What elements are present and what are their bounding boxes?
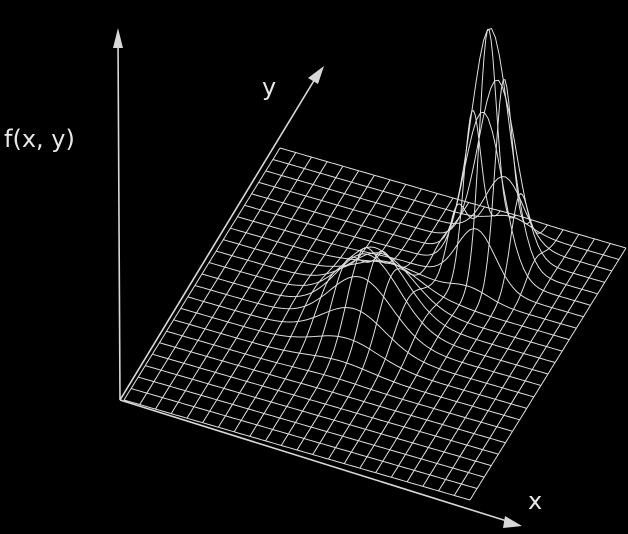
mesh-line (438, 238, 595, 492)
mesh-line (406, 229, 564, 483)
mesh-line (272, 159, 620, 260)
mesh-line (230, 227, 577, 329)
mesh-line (343, 110, 501, 464)
y-arrow (308, 66, 324, 84)
mesh-line (390, 192, 548, 478)
mesh-line (201, 253, 549, 375)
y-axis-label: y (262, 73, 276, 101)
mesh-line (312, 202, 470, 455)
mesh-line (328, 203, 485, 460)
mesh-line (237, 216, 584, 318)
z-arrow (113, 28, 123, 48)
mesh-line (265, 170, 612, 272)
mesh-line (469, 247, 627, 501)
z-axis (117, 39, 121, 401)
mesh-line (422, 234, 580, 487)
surface-mesh (123, 28, 627, 501)
mesh-line (279, 147, 627, 249)
mesh-line (375, 79, 532, 473)
y-axis (119, 73, 319, 401)
mesh-line (208, 246, 556, 363)
x-axis-label: x (528, 487, 542, 515)
mesh-line (359, 29, 517, 469)
mesh-line (244, 111, 591, 306)
x-axis (119, 399, 511, 523)
mesh-line (258, 79, 605, 283)
x-arrow (503, 516, 522, 528)
mesh-line (251, 28, 598, 295)
z-axis-label: f(x, y) (4, 125, 75, 153)
mesh-line (453, 243, 611, 496)
